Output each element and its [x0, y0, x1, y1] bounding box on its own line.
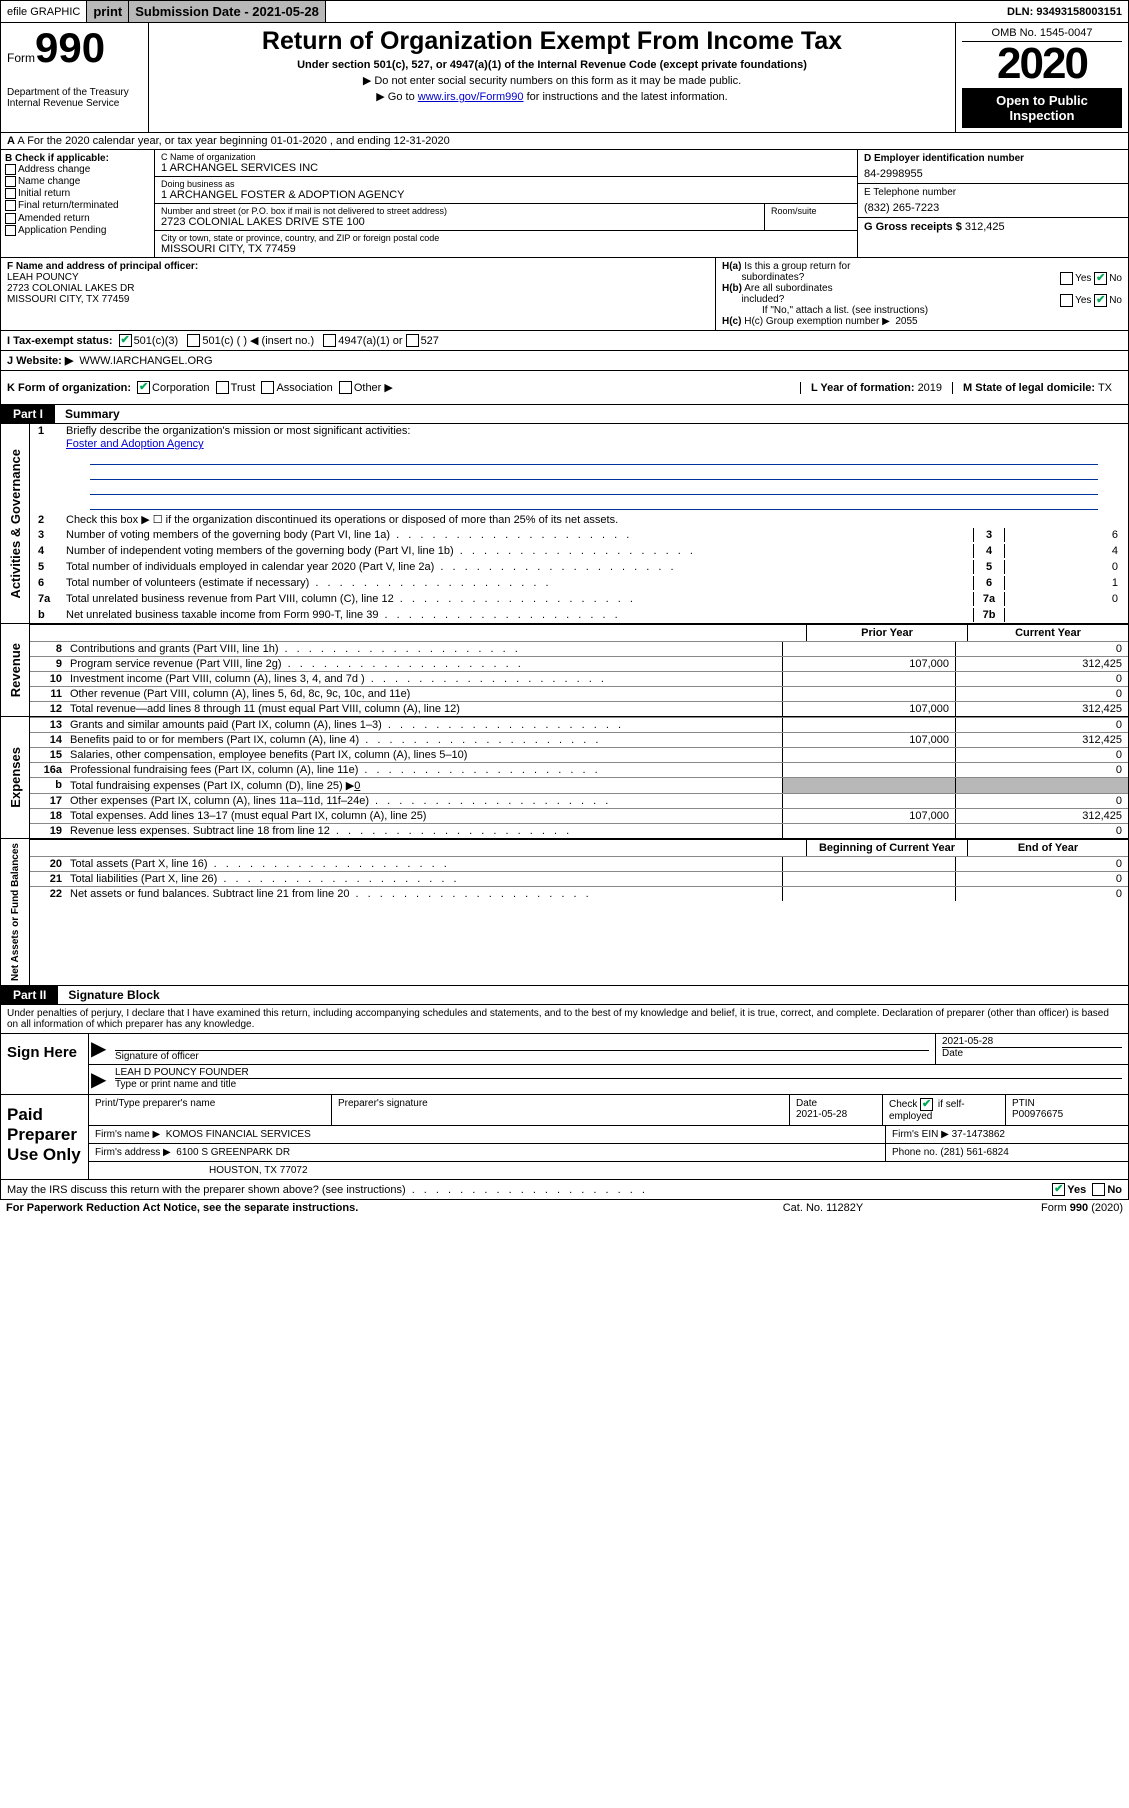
part2-header: Part II Signature Block — [0, 986, 1129, 1005]
subtitle-2: ▶ Do not enter social security numbers o… — [155, 74, 949, 87]
city-state-zip: MISSOURI CITY, TX 77459 — [161, 243, 851, 255]
year-formation: 2019 — [918, 382, 942, 394]
state-domicile: TX — [1098, 382, 1112, 394]
firm-addr2: HOUSTON, TX 77072 — [89, 1162, 1128, 1179]
v7b — [1005, 608, 1124, 622]
row-j: J Website: ▶ WWW.IARCHANGEL.ORG — [0, 351, 1129, 371]
mission-link[interactable]: Foster and Adoption Agency — [66, 438, 204, 450]
v5: 0 — [1005, 560, 1124, 574]
website: WWW.IARCHANGEL.ORG — [79, 355, 212, 367]
row-i: I Tax-exempt status: 501(c)(3) 501(c) ( … — [0, 331, 1129, 351]
arrow-icon: ▶ — [89, 1065, 109, 1094]
penalty-text: Under penalties of perjury, I declare th… — [0, 1005, 1129, 1034]
gross-receipts: G Gross receipts $ 312,425 — [858, 218, 1128, 236]
row-klm: K Form of organization: Corporation Trus… — [0, 371, 1129, 405]
v3: 6 — [1005, 528, 1124, 542]
firm-phone: (281) 561-6824 — [940, 1147, 1008, 1158]
footer: For Paperwork Reduction Act Notice, see … — [0, 1200, 1129, 1216]
arrow-icon: ▶ — [89, 1034, 109, 1064]
firm-ein: 37-1473862 — [952, 1129, 1005, 1140]
section-expenses: Expenses 13Grants and similar amounts pa… — [0, 717, 1129, 839]
ptin: P00976675 — [1012, 1109, 1063, 1120]
check-b-box: B Check if applicable: Address change Na… — [1, 150, 155, 257]
group-exemption: 2055 — [895, 316, 917, 327]
preparer-block: Paid Preparer Use Only Print/Type prepar… — [0, 1095, 1129, 1180]
sign-date: 2021-05-28 — [942, 1036, 1122, 1047]
form-header: Form990 Department of the Treasury Inter… — [0, 23, 1129, 133]
submission-date: Submission Date - 2021-05-28 — [129, 1, 326, 22]
part1-header: Part I Summary — [0, 405, 1129, 424]
row-a-period: A A For the 2020 calendar year, or tax y… — [0, 133, 1129, 150]
form-title: Return of Organization Exempt From Incom… — [155, 27, 949, 56]
v4: 4 — [1005, 544, 1124, 558]
ein: 84-2998955 — [864, 168, 1122, 180]
section-netassets: Net Assets or Fund Balances Beginning of… — [0, 839, 1129, 986]
form990-link[interactable]: www.irs.gov/Form990 — [418, 91, 524, 103]
section-revenue: Revenue Prior YearCurrent Year 8Contribu… — [0, 624, 1129, 717]
discuss-row: May the IRS discuss this return with the… — [0, 1180, 1129, 1200]
officer-typed-name: LEAH D POUNCY FOUNDER — [115, 1067, 1122, 1078]
form-number: Form990 — [7, 27, 142, 69]
top-bar: efile GRAPHIC print Submission Date - 20… — [0, 0, 1129, 23]
phone: (832) 265-7223 — [864, 202, 1122, 214]
entity-block: B Check if applicable: Address change Na… — [0, 150, 1129, 258]
prep-date: 2021-05-28 — [796, 1109, 847, 1120]
sign-block: Sign Here ▶ Signature of officer 2021-05… — [0, 1034, 1129, 1095]
room-suite: Room/suite — [765, 204, 857, 230]
firm-addr: 6100 S GREENPARK DR — [176, 1147, 290, 1158]
dba-name: 1 ARCHANGEL FOSTER & ADOPTION AGENCY — [161, 189, 851, 201]
v7a: 0 — [1005, 592, 1124, 606]
subtitle-1: Under section 501(c), 527, or 4947(a)(1)… — [155, 59, 949, 71]
efile-label: efile GRAPHIC — [1, 1, 87, 22]
print-button[interactable]: print — [87, 1, 129, 22]
dln: DLN: 93493158003151 — [1001, 1, 1128, 22]
public-inspection-badge: Open to Public Inspection — [962, 88, 1122, 128]
firm-name: KOMOS FINANCIAL SERVICES — [166, 1129, 311, 1140]
officer-name: LEAH POUNCY — [7, 272, 79, 283]
v6: 1 — [1005, 576, 1124, 590]
irs-label: Internal Revenue Service — [7, 98, 142, 109]
subtitle-3: ▶ Go to www.irs.gov/Form990 for instruct… — [155, 90, 949, 103]
tax-year: 2020 — [962, 42, 1122, 86]
org-name: 1 ARCHANGEL SERVICES INC — [161, 162, 851, 174]
street-address: 2723 COLONIAL LAKES DRIVE STE 100 — [161, 216, 758, 228]
dept-label: Department of the Treasury — [7, 87, 142, 98]
section-governance: Activities & Governance 1Briefly describ… — [0, 424, 1129, 624]
fh-row: F Name and address of principal officer:… — [0, 258, 1129, 331]
